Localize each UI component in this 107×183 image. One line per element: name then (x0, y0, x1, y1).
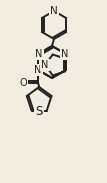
Text: O: O (19, 78, 27, 88)
Text: N: N (61, 49, 69, 59)
Text: N: N (50, 6, 58, 16)
Text: N: N (34, 65, 42, 75)
Text: N: N (35, 49, 43, 59)
Text: N: N (41, 60, 49, 70)
Text: S: S (35, 105, 43, 118)
